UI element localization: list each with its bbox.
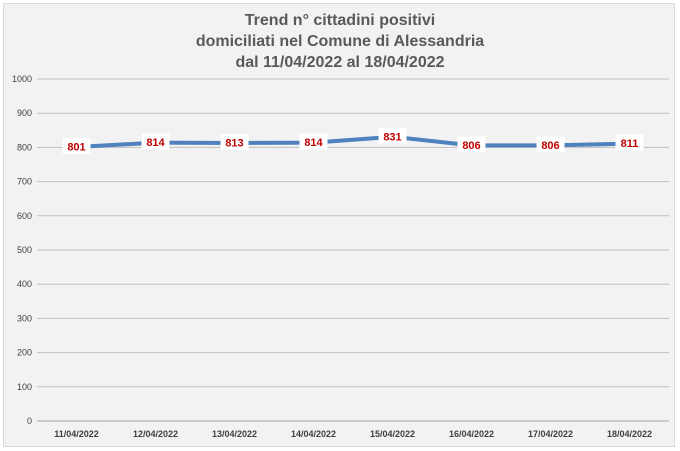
y-tick-label: 900 (17, 108, 32, 118)
data-label-box (220, 133, 249, 150)
x-tick-label: 16/04/2022 (449, 429, 494, 439)
y-tick-label: 100 (17, 382, 32, 392)
x-tick-label: 14/04/2022 (291, 429, 336, 439)
data-label: 813 (225, 137, 243, 149)
data-label-box (378, 127, 407, 144)
y-tick-label: 700 (17, 177, 32, 187)
y-tick-label: 500 (17, 245, 32, 255)
data-label: 801 (67, 142, 85, 154)
y-tick-label: 600 (17, 211, 32, 221)
y-tick-label: 800 (17, 142, 32, 152)
x-tick-label: 11/04/2022 (54, 429, 99, 439)
x-tick-label: 13/04/2022 (212, 429, 257, 439)
data-label: 814 (304, 137, 323, 149)
chart-title-line-3: dal 11/04/2022 al 18/04/2022 (235, 54, 445, 71)
gridlines (37, 78, 669, 422)
y-tick-label: 200 (17, 348, 32, 358)
data-label: 806 (462, 140, 480, 152)
y-tick-label: 400 (17, 279, 32, 289)
data-label: 814 (146, 137, 165, 149)
data-label: 811 (621, 138, 639, 150)
x-tick-label: 17/04/2022 (528, 429, 573, 439)
data-label-box (615, 134, 644, 151)
y-tick-label: 300 (17, 313, 32, 323)
data-label-box (62, 138, 91, 155)
x-tick-label: 12/04/2022 (133, 429, 178, 439)
chart-title-line-2: domiciliati nel Comune di Alessandria (195, 33, 485, 50)
chart-title-line-1: Trend n° cittadini positivi (244, 12, 436, 29)
y-axis-tick-labels: 0 100 200 300 400 500 600 700 800 900 1000 (12, 74, 32, 426)
x-axis-tick-labels: 11/04/2022 12/04/2022 13/04/2022 14/04/2022… (54, 429, 652, 439)
x-tick-label: 15/04/2022 (370, 429, 415, 439)
data-label-box (457, 136, 486, 153)
chart-area: Trend n° cittadini positivi domiciliati … (3, 3, 675, 447)
chart-title: Trend n° cittadini positivi domiciliati … (4, 10, 676, 73)
data-label-box (536, 136, 565, 153)
y-tick-label: 0 (27, 416, 32, 426)
data-labels: 801 814 813 814 831 806 806 811 (62, 127, 644, 155)
line-chart: 0 100 200 300 400 500 600 700 800 900 1000 11/04/2… (12, 74, 669, 439)
x-tick-label: 18/04/2022 (607, 429, 652, 439)
data-label: 806 (541, 140, 559, 152)
data-label-box (299, 133, 328, 150)
data-label-box (141, 133, 170, 150)
y-tick-label: 1000 (12, 74, 32, 84)
data-label: 831 (383, 131, 401, 143)
